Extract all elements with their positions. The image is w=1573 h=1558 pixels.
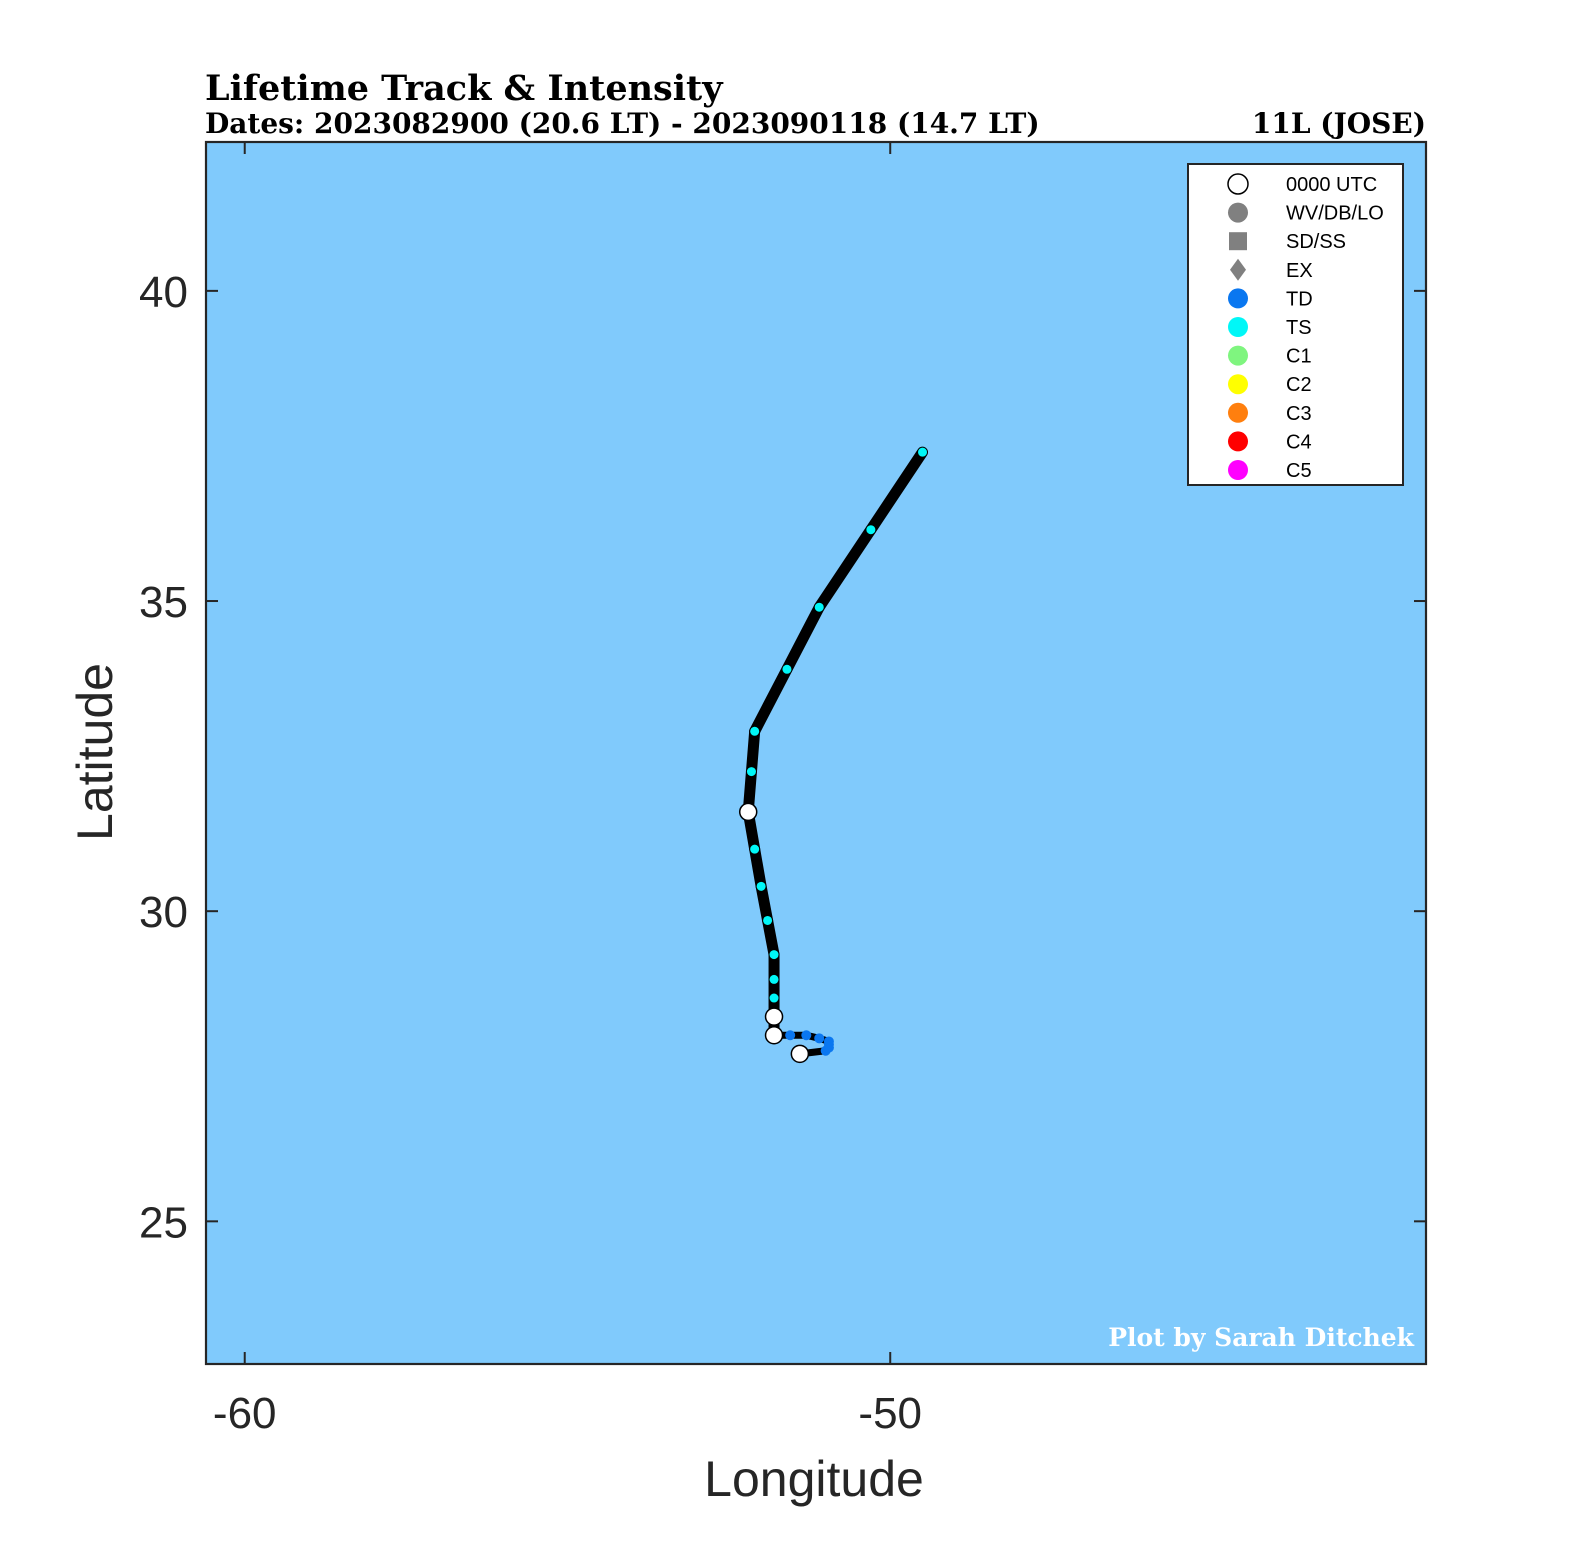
storm-id: 11L (JOSE)	[1252, 107, 1426, 140]
plot-frame	[204, 140, 1428, 1366]
track-segment	[745, 725, 761, 778]
legend-circle-icon	[1228, 402, 1248, 423]
ts-point	[763, 915, 773, 925]
utc0000-point	[738, 802, 758, 822]
track-segment	[749, 663, 793, 737]
legend-label: EX	[1286, 260, 1313, 282]
ts-point	[866, 525, 876, 535]
legend-label: C5	[1286, 460, 1312, 482]
legend-circle-icon	[1228, 431, 1248, 452]
chart-dates: Dates: 2023082900 (20.6 LT) - 2023090118…	[205, 107, 1040, 140]
utc0000-point	[764, 1007, 784, 1026]
plot-credit: Plot by Sarah Ditchek	[1108, 1323, 1414, 1352]
legend-label: TD	[1286, 288, 1313, 310]
legend-label: TS	[1286, 317, 1312, 339]
td-point	[814, 1033, 825, 1044]
td-point	[823, 1036, 834, 1047]
legend-circle-icon	[1228, 460, 1248, 480]
track-segment	[762, 914, 780, 961]
utc0000-point	[764, 1025, 784, 1045]
track-segment	[781, 601, 825, 675]
legend-label: C3	[1286, 403, 1312, 425]
y-tick-label: 35	[139, 578, 188, 627]
legend-circle-icon	[1228, 345, 1248, 366]
legend-label: C4	[1286, 431, 1312, 453]
legend-circle-icon	[1228, 202, 1248, 223]
track-segment	[755, 880, 774, 926]
ts-point	[814, 602, 824, 612]
x-axis-label: Longitude	[704, 1451, 924, 1507]
tick-labels: -60 -50 25 30 35 40	[139, 268, 922, 1438]
legend-diamond-icon	[1230, 258, 1246, 281]
ts-point	[750, 726, 760, 736]
utc0000-point	[790, 1044, 810, 1064]
track-segment	[749, 843, 767, 892]
x-tick-label: -50	[858, 1389, 922, 1438]
legend-box	[1187, 163, 1404, 486]
legend-label: SD/SS	[1286, 231, 1346, 253]
legend-label: C1	[1286, 346, 1312, 368]
ts-point	[756, 881, 766, 891]
track-segment	[865, 446, 929, 536]
ts-point	[918, 447, 928, 457]
y-tick-label: 30	[139, 888, 188, 937]
legend-circle-icon	[1228, 374, 1248, 395]
ts-point	[769, 993, 779, 1003]
legend-circle-icon	[1228, 317, 1248, 337]
ts-point	[769, 950, 779, 960]
axis-ticks	[206, 142, 1426, 1364]
td-point	[785, 1030, 796, 1041]
y-tick-label: 40	[139, 268, 188, 317]
ts-point	[769, 974, 779, 984]
td-point	[801, 1030, 812, 1041]
track-layer	[738, 446, 929, 1064]
ts-point	[782, 664, 792, 674]
chart-title: Lifetime Track & Intensity	[205, 68, 724, 109]
legend-open-circle-icon	[1227, 173, 1249, 195]
track-segment	[813, 524, 877, 613]
legend-circle-icon	[1228, 288, 1248, 309]
y-axis-label: Latitude	[67, 663, 123, 841]
y-tick-label: 25	[139, 1198, 188, 1247]
legend-label: 0000 UTC	[1286, 174, 1377, 196]
ts-point	[746, 767, 756, 777]
legend: 0000 UTC WV/DB/LO SD/SS EX TD TS C1 C2 C3 C4 C5	[1187, 163, 1404, 486]
legend-label: C2	[1286, 374, 1312, 396]
ts-point	[750, 844, 760, 854]
legend-square-icon	[1229, 232, 1247, 251]
x-tick-label: -60	[213, 1389, 277, 1438]
legend-label: WV/DB/LO	[1286, 203, 1384, 225]
